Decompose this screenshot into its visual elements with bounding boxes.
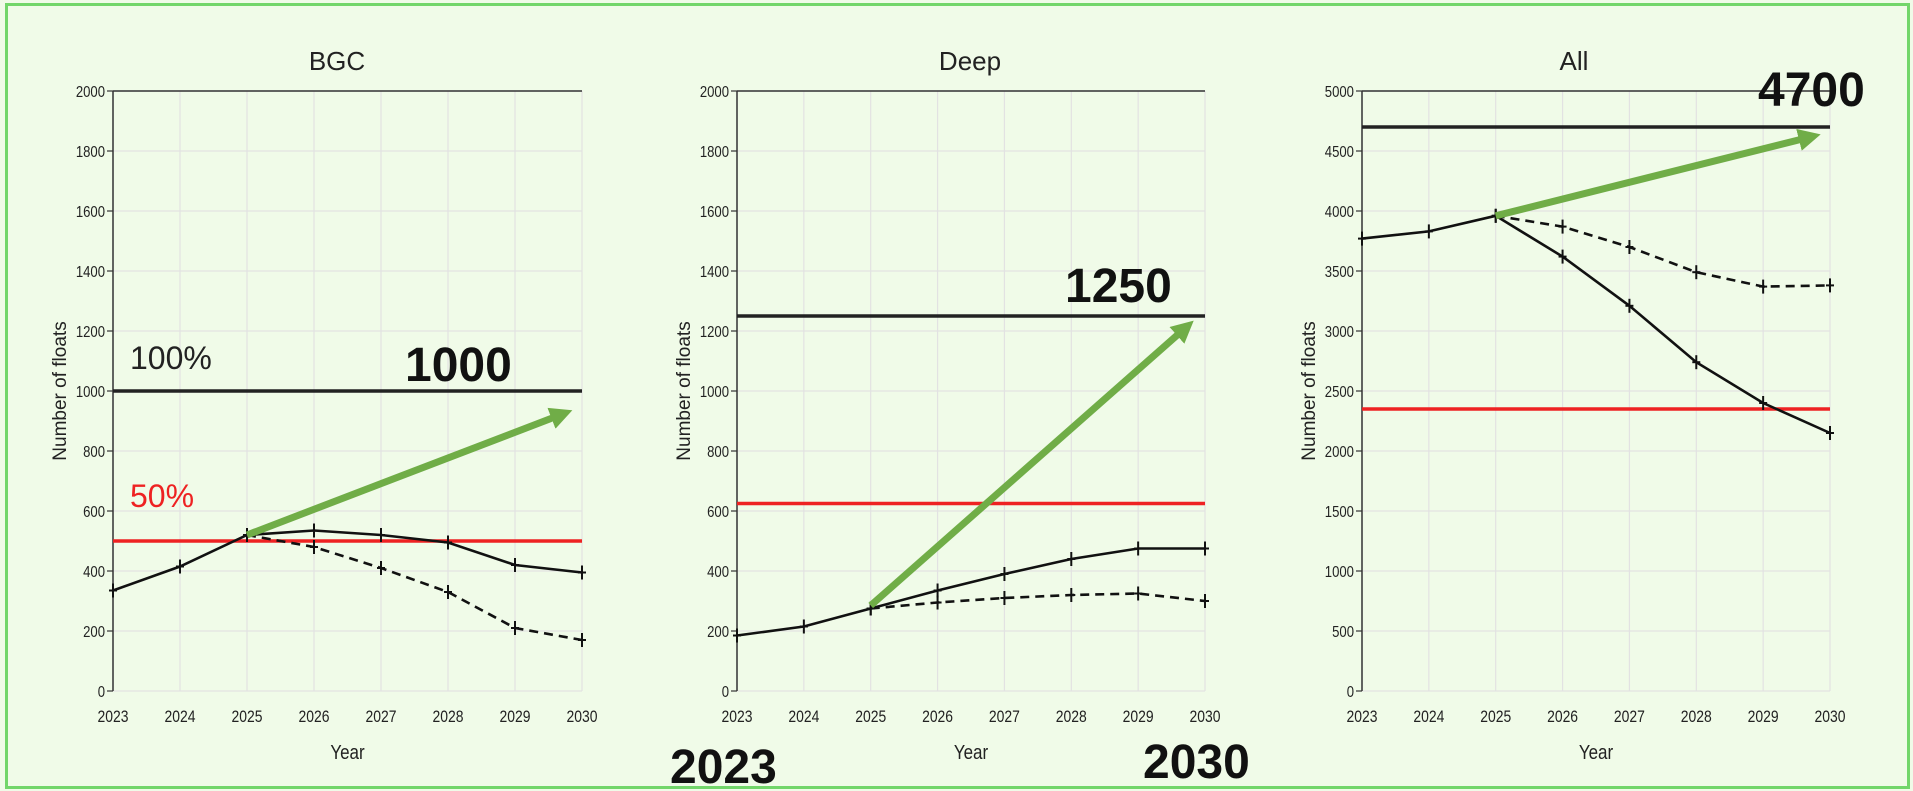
chart-deep-x-tick-label: 2026	[922, 708, 953, 727]
chart-deep-x-tick-label: 2025	[855, 708, 886, 727]
chart-deep-x-tick-label: 2030	[1190, 708, 1221, 727]
chart-all-y-tick-label: 500	[1332, 624, 1354, 641]
chart-all-x-tick-label: 2030	[1815, 708, 1846, 727]
chart-bgc-solid-series	[112, 529, 583, 592]
chart-all-x-tick-label: 2026	[1547, 708, 1578, 727]
chart-all-y-tick-label: 5000	[1325, 84, 1354, 101]
chart-deep-x-tick-label: 2028	[1056, 708, 1087, 727]
chart-all-y-tick-label: 4000	[1325, 204, 1354, 221]
figure-frame	[5, 3, 1910, 789]
chart-bgc-y-tick-label: 600	[83, 504, 105, 521]
chart-bgc-x-tick-label: 2026	[299, 708, 330, 727]
chart-all-y-tick-label: 4500	[1325, 144, 1354, 161]
chart-deep-x-tick-label: 2024	[788, 708, 819, 727]
chart-bgc-x-tick-label: 2027	[366, 708, 397, 727]
chart-deep-y-tick-label: 1400	[700, 264, 729, 281]
chart-all-y-tick-label: 2000	[1325, 444, 1354, 461]
chart-deep-title: Deep	[939, 46, 1001, 76]
chart-all-y-tick-label: 3500	[1325, 264, 1354, 281]
chart-bgc-x-tick-label: 2024	[165, 708, 196, 727]
chart-all-title: All	[1560, 46, 1589, 76]
chart-deep-x-axis-label: Year	[954, 741, 988, 764]
chart-deep-y-tick-label: 800	[707, 444, 729, 461]
chart-bgc-dashed-series	[246, 533, 583, 642]
chart-bgc-x-tick-label: 2025	[232, 708, 263, 727]
chart-deep-growth-arrow	[868, 320, 1194, 609]
chart-deep-y-tick-label: 1600	[700, 204, 729, 221]
chart-bgc-x-tick-label: 2028	[433, 708, 464, 727]
chart-bgc-x-tick-label: 2030	[567, 708, 598, 727]
chart-deep-range-label: 2023	[670, 741, 777, 791]
chart-bgc-y-tick-label: 2000	[76, 84, 105, 101]
chart-deep-y-tick-label: 1000	[700, 384, 729, 401]
chart-bgc-x-tick-label: 2029	[500, 708, 531, 727]
chart-all-solid-series	[1361, 214, 1831, 435]
chart-deep-range-label: 2030	[1143, 736, 1250, 789]
chart-deep-y-tick-label: 1800	[700, 144, 729, 161]
chart-bgc-y-tick-label: 400	[83, 564, 105, 581]
chart-bgc-reference-label: 50%	[130, 478, 194, 514]
chart-deep-x-tick-label: 2023	[722, 708, 753, 727]
chart-bgc-y-tick-label: 0	[98, 684, 105, 701]
chart-all-y-tick-label: 1000	[1325, 564, 1354, 581]
chart-all-x-tick-label: 2024	[1413, 708, 1444, 727]
chart-deep-y-tick-label: 400	[707, 564, 729, 581]
chart-deep-y-tick-label: 200	[707, 624, 729, 641]
chart-all-y-tick-label: 1500	[1325, 504, 1354, 521]
chart-deep-y-tick-label: 600	[707, 504, 729, 521]
chart-bgc-y-tick-label: 1600	[76, 204, 105, 221]
chart-bgc-x-axis-label: Year	[330, 741, 364, 764]
chart-all-y-tick-label: 3000	[1325, 324, 1354, 341]
chart-bgc-callout-value: 1000	[405, 339, 512, 392]
chart-bgc-growth-arrow	[245, 407, 573, 539]
chart-all-x-tick-label: 2025	[1480, 708, 1511, 727]
chart-deep-y-tick-label: 0	[722, 684, 729, 701]
chart-all-x-tick-label: 2028	[1681, 708, 1712, 727]
chart-bgc-y-tick-label: 1800	[76, 144, 105, 161]
chart-all-x-axis-label: Year	[1579, 741, 1613, 764]
chart-all-y-tick-label: 0	[1347, 684, 1354, 701]
chart-bgc-y-tick-label: 800	[83, 444, 105, 461]
chart-bgc-y-tick-label: 1200	[76, 324, 105, 341]
chart-deep-x-tick-label: 2029	[1123, 708, 1154, 727]
chart-bgc-y-tick-label: 1000	[76, 384, 105, 401]
chart-deep-solid-series	[736, 547, 1205, 637]
chart-all-x-tick-label: 2027	[1614, 708, 1645, 727]
chart-all-x-tick-label: 2023	[1347, 708, 1378, 727]
chart-all-x-tick-label: 2029	[1748, 708, 1779, 727]
chart-bgc-y-axis-label: Number of floats	[50, 321, 71, 460]
chart-all-dashed-series	[1495, 214, 1831, 288]
chart-bgc-y-tick-label: 1400	[76, 264, 105, 281]
chart-bgc-y-tick-label: 200	[83, 624, 105, 641]
chart-all-y-tick-label: 2500	[1325, 384, 1354, 401]
chart-deep-y-tick-label: 2000	[700, 84, 729, 101]
chart-deep-x-tick-label: 2027	[989, 708, 1020, 727]
chart-deep-y-axis-label: Number of floats	[674, 321, 695, 460]
chart-all-growth-arrow	[1494, 129, 1821, 220]
chart-bgc-title: BGC	[309, 46, 365, 76]
chart-deep-callout-value: 1250	[1065, 260, 1172, 313]
chart-bgc-x-tick-label: 2023	[98, 708, 129, 727]
chart-deep-y-tick-label: 1200	[700, 324, 729, 341]
chart-all-y-axis-label: Number of floats	[1299, 321, 1320, 460]
chart-all-callout-value: 4700	[1758, 64, 1865, 117]
chart-deep-dashed-series	[870, 592, 1206, 610]
chart-bgc-reference-label: 100%	[130, 340, 212, 376]
